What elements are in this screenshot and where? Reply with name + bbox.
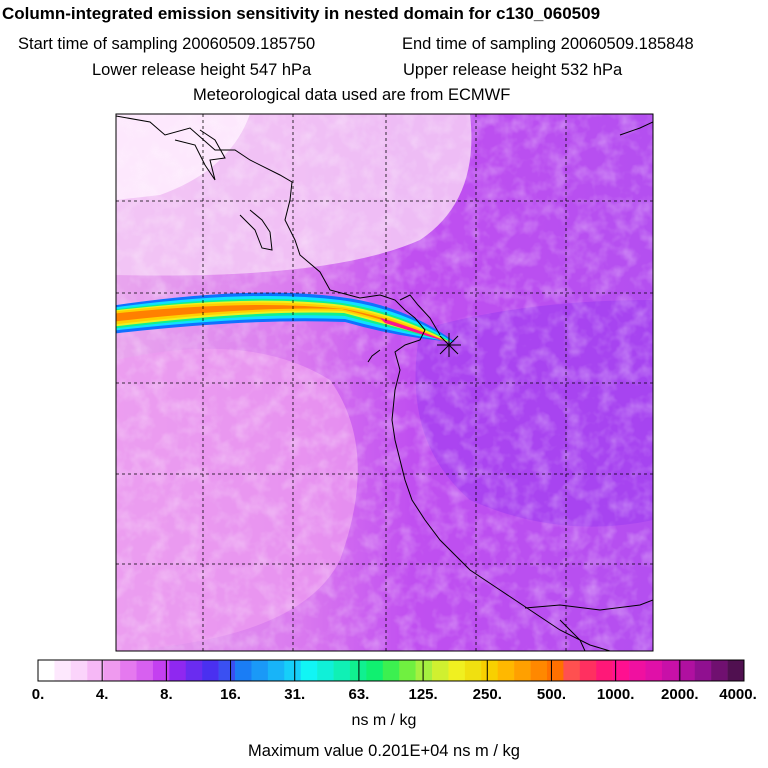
colorbar-swatch (678, 660, 696, 681)
release-point-star (437, 333, 461, 357)
colorbar-swatch (333, 660, 351, 681)
colorbar-swatch (711, 660, 728, 681)
colorbar-swatch (645, 660, 663, 681)
colorbar-tick-label: 2000. (661, 686, 699, 703)
colorbar-swatch (629, 660, 646, 681)
map-frame (115, 113, 654, 652)
end-time-label: End time of sampling 20060509.185848 (402, 35, 694, 53)
colorbar-swatch (251, 660, 269, 681)
colorbar-tick-label: 63. (348, 686, 370, 703)
colorbar-swatch (152, 660, 170, 681)
colorbar-tick-label: 31. (284, 686, 306, 703)
colorbar-tick-label: 4. (95, 686, 109, 703)
colorbar-swatch (399, 660, 416, 681)
maximum-value: Maximum value 0.201E+04 ns m / kg (248, 742, 520, 760)
colorbar-swatch (70, 660, 88, 681)
colorbar-swatch (267, 660, 285, 681)
colorbar-swatch (448, 660, 466, 681)
lower-release-label: Lower release height 547 hPa (92, 61, 312, 79)
colorbar-swatch (136, 660, 154, 681)
colorbar-swatch (481, 660, 499, 681)
colorbar-tick-label: 0. (31, 686, 45, 703)
colorbar-swatch (284, 660, 301, 681)
colorbar-tick-label: 500. (536, 686, 567, 703)
colorbar-swatch (366, 660, 384, 681)
colorbar-swatch (596, 660, 613, 681)
colorbar-swatch (103, 660, 121, 681)
colorbar-swatch (563, 660, 581, 681)
field-texture (116, 114, 653, 651)
colorbar-frame (37, 659, 745, 682)
colorbar-swatch (661, 660, 679, 681)
colorbar-swatch (464, 660, 482, 681)
colorbar-swatch (349, 660, 367, 681)
colorbar-swatch (235, 660, 252, 681)
colorbar-swatch (87, 660, 104, 681)
colorbar-swatch (169, 660, 187, 681)
start-time-label: Start time of sampling 20060509.185750 (18, 35, 316, 53)
colorbar (37, 660, 745, 681)
colorbar-tick-label: 250. (472, 686, 502, 703)
colorbar-swatch (202, 660, 219, 681)
colorbar-swatch (300, 660, 318, 681)
colorbar-swatch (694, 660, 712, 681)
colorbar-swatch (218, 660, 236, 681)
colorbar-swatch (514, 660, 531, 681)
colorbar-tick-label: 4000. (719, 686, 757, 703)
colorbar-swatch (579, 660, 597, 681)
met-data-label: Meteorological data used are from ECMWF (193, 86, 511, 104)
colorbar-tick-label: 16. (220, 686, 241, 703)
colorbar-tick-label: 8. (160, 686, 173, 703)
colorbar-swatch (530, 660, 548, 681)
colorbar-units: ns m / kg (351, 712, 417, 729)
colorbar-swatch (54, 660, 72, 681)
coastlines (116, 115, 653, 651)
colorbar-swatch (415, 660, 433, 681)
colorbar-swatch (185, 660, 203, 681)
colorbar-swatch (612, 660, 630, 681)
plume (116, 292, 455, 342)
colorbar-swatch (382, 660, 400, 681)
colorbar-swatch (317, 660, 334, 681)
colorbar-swatch (497, 660, 515, 681)
colorbar-swatch (432, 660, 449, 681)
colorbar-swatch (38, 660, 55, 681)
colorbar-swatch (120, 660, 137, 681)
plot-title: Column-integrated emission sensitivity i… (2, 4, 601, 23)
colorbar-tick-label: 1000. (596, 686, 635, 703)
colorbar-swatch (727, 660, 745, 681)
colorbar-swatch (546, 660, 564, 681)
upper-release-label: Upper release height 532 hPa (403, 61, 623, 79)
colorbar-tick-label: 125. (408, 686, 438, 703)
